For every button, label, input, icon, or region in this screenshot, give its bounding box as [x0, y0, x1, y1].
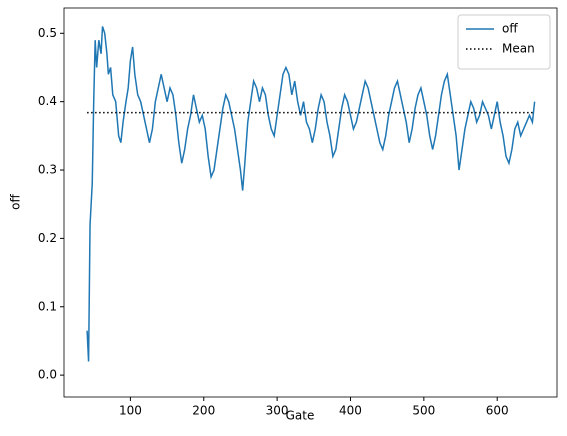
legend-label: Mean: [502, 42, 535, 56]
x-tick-label: 600: [486, 404, 509, 418]
y-tick-label: 0.4: [38, 94, 57, 108]
y-tick-label: 0.3: [38, 163, 57, 177]
series-line: [86, 26, 536, 362]
legend-label: off: [502, 22, 518, 36]
x-tick-label: 400: [339, 404, 362, 418]
y-tick-label: 0.1: [38, 299, 57, 313]
x-tick-label: 200: [192, 404, 215, 418]
y-tick-label: 0.5: [38, 26, 57, 40]
plot-frame: [63, 7, 558, 398]
x-tick-label: 300: [266, 404, 289, 418]
y-axis-label: off: [9, 193, 23, 209]
y-tick-label: 0.0: [38, 368, 57, 382]
y-tick-label: 0.2: [38, 231, 57, 245]
x-tick-label: 100: [119, 404, 142, 418]
x-axis-label: Gate: [286, 409, 315, 423]
x-tick-label: 500: [412, 404, 435, 418]
